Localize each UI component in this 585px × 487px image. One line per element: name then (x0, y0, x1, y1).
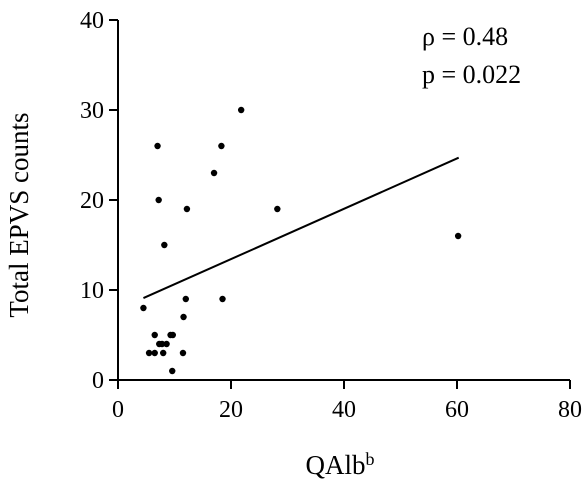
data-point (161, 241, 168, 249)
tick-labels: 0 10 20 30 40 0 20 40 60 80 (80, 8, 582, 423)
y-tick-label: 20 (80, 188, 104, 214)
y-tick-label: 10 (80, 278, 104, 304)
data-point (180, 313, 187, 321)
y-tick-label: 30 (80, 98, 104, 124)
data-point (160, 349, 167, 357)
data-point (158, 340, 166, 348)
data-point (219, 295, 226, 303)
p-value-annotation: p = 0.022 (422, 60, 521, 89)
data-point (163, 340, 170, 348)
data-point (218, 142, 225, 150)
trend-line (143, 156, 460, 300)
x-tick-label: 20 (219, 397, 243, 423)
data-point (210, 169, 218, 177)
data-points (140, 106, 462, 375)
y-tick-label: 40 (80, 8, 104, 34)
data-point (145, 349, 153, 357)
data-point (182, 295, 189, 303)
x-tick-label: 80 (558, 397, 582, 423)
x-tick-label: 40 (332, 397, 356, 423)
data-point (169, 367, 176, 375)
rho-annotation: ρ = 0.48 (422, 22, 508, 51)
data-point (183, 205, 191, 213)
x-axis-title-main: QAlb (306, 450, 366, 480)
data-point (454, 232, 462, 240)
data-point (155, 196, 162, 204)
x-axis-title: QAlbb (306, 449, 375, 480)
data-point (237, 106, 245, 114)
data-point (151, 349, 158, 357)
y-axis-title: Total EPVS counts (4, 112, 34, 317)
data-point (169, 331, 177, 339)
data-point (154, 142, 161, 150)
data-point (151, 331, 158, 339)
data-point (179, 349, 187, 357)
y-tick-label: 0 (92, 368, 104, 394)
data-point (274, 205, 281, 213)
x-tick-label: 60 (445, 397, 469, 423)
axes (109, 19, 571, 389)
x-axis-title-superscript: b (366, 449, 375, 469)
data-point (140, 304, 147, 312)
x-tick-label: 0 (112, 397, 124, 423)
